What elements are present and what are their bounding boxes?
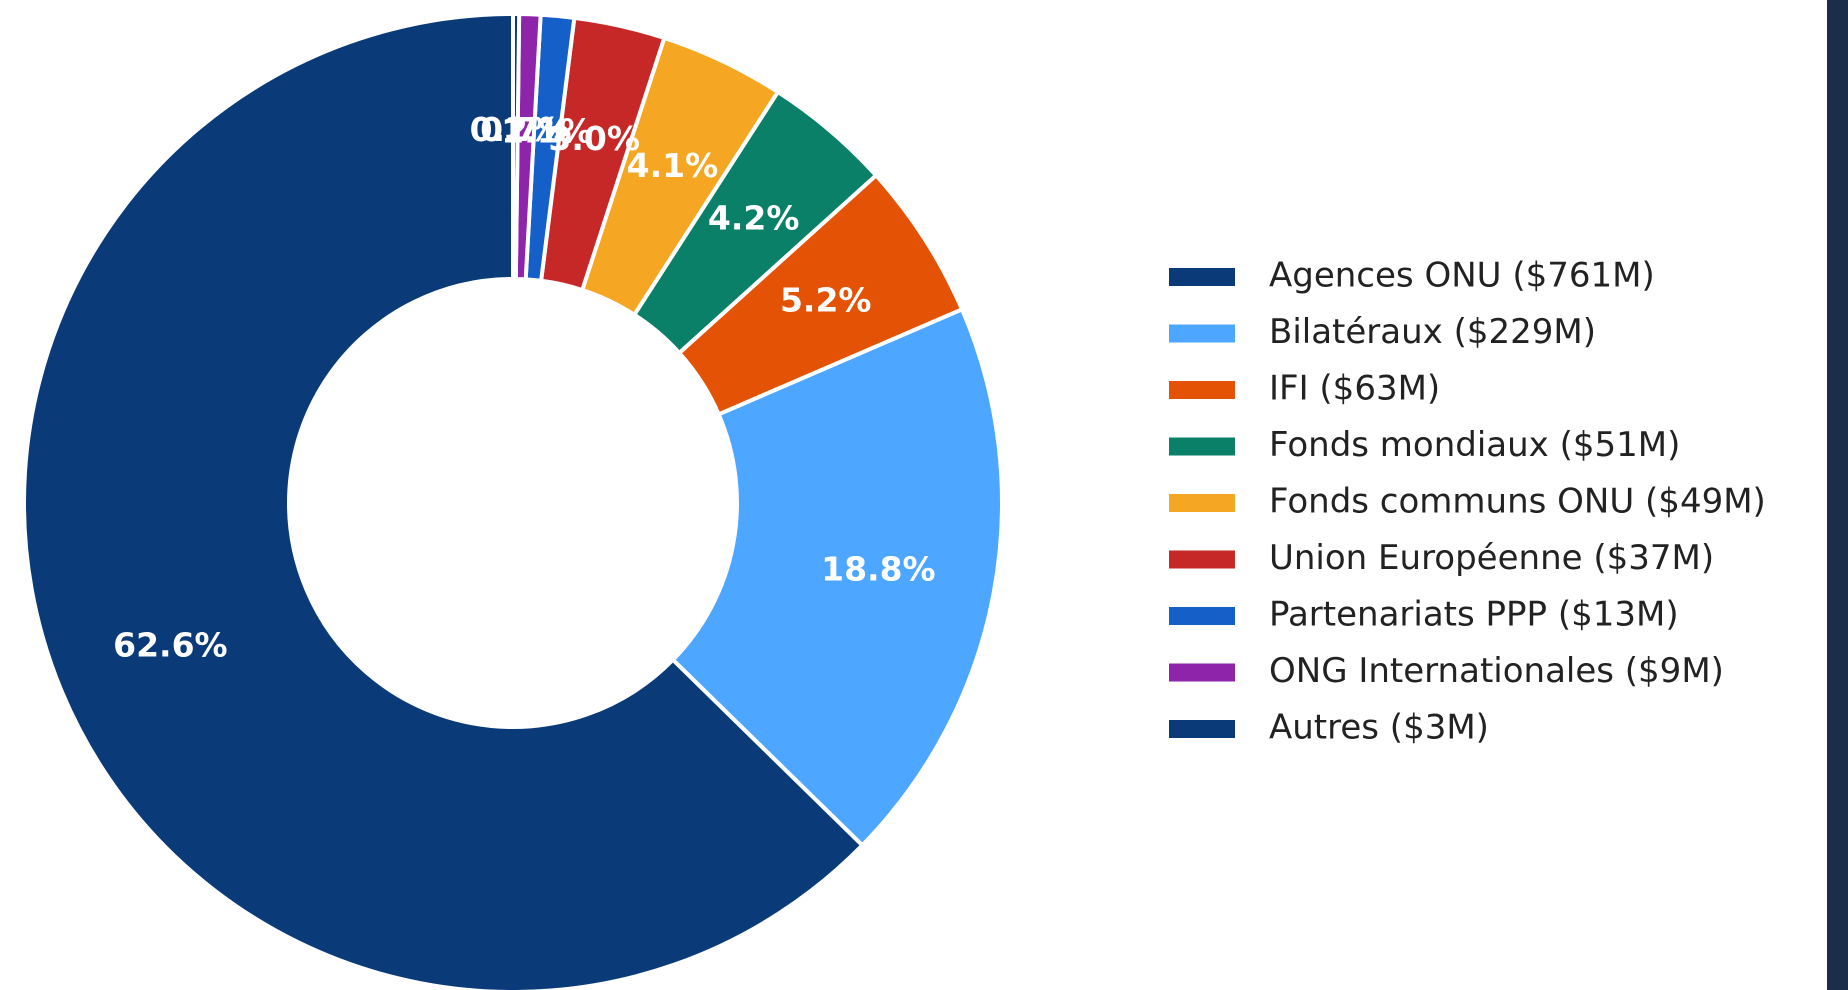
legend-swatch — [1169, 268, 1235, 286]
wedge-label: 4.1% — [627, 146, 719, 185]
legend-label: Agences ONU ($761M) — [1269, 256, 1655, 296]
legend-swatch — [1169, 494, 1235, 512]
legend-label: Partenariats PPP ($13M) — [1269, 595, 1679, 635]
legend-swatch — [1169, 550, 1235, 569]
legend-swatch — [1169, 607, 1235, 625]
legend-label: Fonds mondiaux ($51M) — [1269, 425, 1680, 465]
legend-label: ONG Internationales ($9M) — [1269, 651, 1724, 691]
wedge-label: 0.7% — [480, 110, 572, 149]
wedge-label: 4.2% — [708, 198, 800, 237]
wedge-label: 3.0% — [548, 119, 640, 158]
legend-swatch — [1169, 381, 1235, 399]
legend-label: Fonds communs ONU ($49M) — [1269, 482, 1766, 522]
wedge — [670, 306, 1004, 849]
wedge-label: 1.1% — [501, 111, 593, 150]
legend-swatch — [1169, 324, 1235, 343]
wedge — [22, 11, 866, 990]
wedge-label: 5.2% — [780, 281, 872, 320]
edge-strip — [1827, 0, 1848, 990]
legend-label: Bilatéraux ($229M) — [1269, 312, 1596, 352]
legend-swatch — [1169, 437, 1235, 456]
legend-label: Autres ($3M) — [1269, 708, 1489, 748]
wedge — [511, 11, 522, 282]
wedge-label: 0.2% — [470, 110, 562, 149]
wedge-label: 62.6% — [113, 625, 228, 664]
legend-swatch — [1169, 720, 1235, 738]
legend-swatch — [1169, 663, 1235, 682]
legend-label: IFI ($63M) — [1269, 369, 1440, 409]
legend-label: Union Européenne ($37M) — [1269, 538, 1714, 578]
wedge-label: 18.8% — [821, 549, 936, 588]
